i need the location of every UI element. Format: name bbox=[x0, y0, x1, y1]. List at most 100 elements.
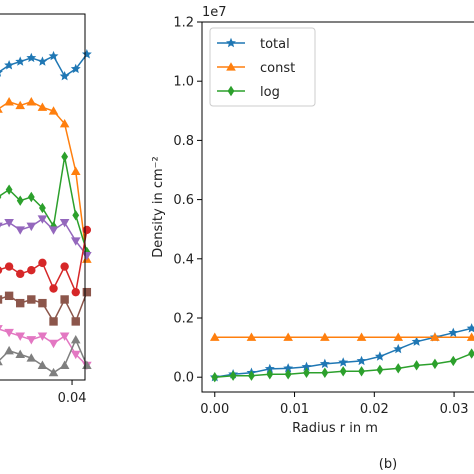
left-series-3-point bbox=[70, 237, 81, 246]
right-series-layer bbox=[209, 323, 474, 383]
left-series-4-point bbox=[82, 225, 92, 235]
right-y-tick-label: 0.4 bbox=[173, 252, 194, 267]
right-series-log-point bbox=[284, 369, 292, 380]
left-series-0-point bbox=[48, 50, 59, 61]
left-series-1-point bbox=[26, 97, 37, 106]
right-y-tick-label: 1.0 bbox=[173, 75, 194, 90]
left-series-7-point bbox=[0, 360, 3, 366]
left-series-5-point bbox=[0, 295, 3, 304]
right-series-log-point bbox=[431, 358, 439, 370]
right-series-log-point bbox=[376, 364, 384, 375]
right-series-log-point bbox=[339, 366, 347, 377]
panel-label: (b) bbox=[379, 457, 397, 472]
right-y-tick-label: 0.0 bbox=[173, 371, 194, 386]
right-y-tick-label: 1.2 bbox=[173, 16, 194, 31]
left-series-6-point bbox=[4, 328, 14, 338]
offset-label: 1e7 bbox=[202, 5, 227, 20]
left-series-0-point bbox=[37, 56, 48, 66]
left-series-1-point bbox=[4, 97, 14, 106]
left-series-6-point bbox=[59, 332, 70, 341]
left-series-7-point bbox=[70, 334, 81, 344]
left-x-ticks: 0.04 bbox=[58, 380, 87, 406]
right-x-tick-label: 0.00 bbox=[200, 402, 229, 417]
right-series-log-point bbox=[321, 367, 329, 378]
right-x-tick-label: 0.01 bbox=[280, 402, 309, 417]
right-series-const-point bbox=[466, 332, 474, 341]
legend-log-label: log bbox=[260, 85, 280, 100]
left-series-5-point bbox=[60, 295, 69, 304]
left-series-5-point bbox=[82, 287, 92, 297]
right-x-tick-label: 0.03 bbox=[440, 402, 469, 417]
left-series-3-point bbox=[48, 226, 59, 235]
left-series-4-point bbox=[71, 287, 80, 297]
right-series-log-point bbox=[211, 372, 219, 383]
left-series-5-point bbox=[38, 298, 47, 308]
left-series-1-point bbox=[48, 106, 59, 115]
legend-log-marker bbox=[227, 85, 235, 97]
right-series-total-point bbox=[466, 323, 474, 333]
left-series-3-point bbox=[59, 219, 70, 228]
right-series-total-point bbox=[393, 343, 404, 354]
left-series-2-point bbox=[0, 194, 2, 200]
left-series-3-point bbox=[0, 222, 3, 228]
x-axis-label: Radius r in m bbox=[292, 421, 378, 436]
right-series-log-point bbox=[266, 369, 274, 380]
legend-const-label: const bbox=[260, 61, 295, 76]
left-series-2-point bbox=[16, 195, 24, 206]
left-series-5-point bbox=[71, 317, 80, 326]
right-series-log-point bbox=[468, 348, 474, 359]
left-series-6-point bbox=[48, 339, 59, 349]
right-series-total-point bbox=[264, 363, 275, 374]
right-y-tick-label: 0.8 bbox=[173, 134, 194, 149]
left-series-1-point bbox=[70, 166, 81, 175]
left-series-4-point bbox=[0, 266, 3, 274]
left-series-1-line bbox=[0, 101, 88, 260]
left-series-7-point bbox=[26, 353, 37, 362]
left-series-0-point bbox=[59, 71, 70, 81]
left-series-3-point bbox=[37, 215, 48, 224]
right-series-const-point bbox=[209, 332, 220, 341]
left-series-0-point bbox=[0, 70, 3, 77]
right-series-total-point bbox=[338, 357, 349, 367]
right-series-log-point bbox=[229, 370, 237, 381]
left-series-3-line bbox=[0, 217, 88, 257]
right-series-const-point bbox=[393, 332, 404, 341]
y-axis-label: Density in cm⁻² bbox=[151, 156, 166, 257]
left-series-4-point bbox=[16, 269, 25, 279]
right-series-const-point bbox=[283, 332, 293, 341]
left-series-2-point bbox=[39, 202, 46, 214]
left-series-3-point bbox=[15, 226, 26, 235]
left-series-2-point bbox=[5, 184, 13, 195]
legend-box bbox=[209, 27, 316, 107]
left-series-4-point bbox=[49, 284, 58, 293]
left-series-3-point bbox=[26, 222, 37, 232]
right-series-log-point bbox=[413, 360, 420, 371]
right-series-log-point bbox=[358, 366, 365, 377]
left-series-5-point bbox=[16, 298, 25, 308]
right-series-log-point bbox=[248, 370, 255, 381]
left-series-6-point bbox=[15, 332, 26, 341]
left-series-7-point bbox=[48, 367, 59, 377]
left-series-1-point bbox=[0, 107, 3, 113]
left-x-tick-label: 0.04 bbox=[58, 391, 87, 406]
right-y-tick-label: 0.6 bbox=[173, 193, 194, 208]
right-x-tick-label: 0.02 bbox=[360, 402, 389, 417]
right-series-total-point bbox=[319, 358, 330, 369]
left-series-1-point bbox=[15, 100, 26, 110]
left-series-0-point bbox=[70, 63, 81, 74]
left-series-0-point bbox=[4, 60, 15, 70]
right-series-log-point bbox=[394, 363, 402, 374]
left-series-7-point bbox=[4, 345, 14, 355]
left-series-2-point bbox=[50, 221, 57, 232]
legend-total-marker bbox=[226, 37, 236, 48]
right-series-const-point bbox=[356, 332, 367, 341]
left-series-3-point bbox=[82, 251, 92, 261]
left-series-6-point bbox=[37, 332, 48, 341]
right-panel: 0.0 0.2 0.4 0.6 0.8 1.0 1.2 0.00 0.01 0.02 0.03 1… bbox=[151, 5, 474, 472]
right-series-const-point bbox=[320, 332, 330, 341]
left-series-4-point bbox=[60, 262, 69, 271]
left-series-7-point bbox=[15, 349, 26, 358]
left-series-5-point bbox=[4, 291, 14, 301]
left-series-7-point bbox=[59, 360, 70, 369]
